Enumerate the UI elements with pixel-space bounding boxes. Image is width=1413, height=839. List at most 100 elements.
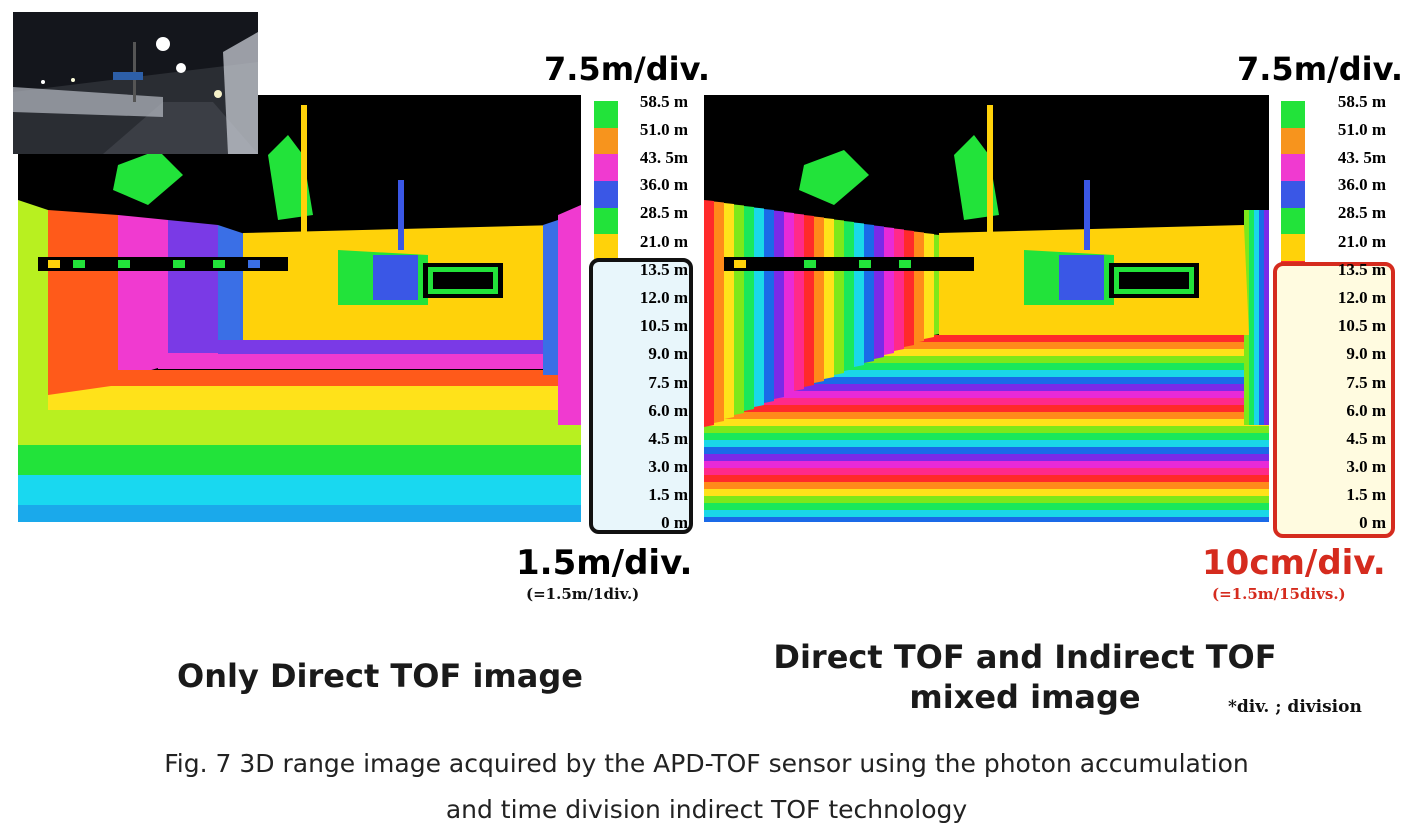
right-wall-band	[1264, 210, 1269, 425]
right-wall-band	[704, 200, 714, 427]
left-panel-title: Only Direct TOF image	[177, 657, 583, 695]
right-ground-band	[704, 363, 1269, 370]
right-scale-label: 6.0 m	[1346, 401, 1386, 420]
right-scale-label: 13.5 m	[1337, 260, 1386, 279]
right-ground-band	[704, 454, 1269, 461]
right-wall-band	[794, 213, 804, 391]
right-ground-band	[704, 447, 1269, 454]
left-scale-upper	[594, 101, 618, 262]
right-ground-band	[704, 433, 1269, 440]
left-scale-label: 28.5 m	[639, 203, 688, 222]
right-scale-label: 9.0 m	[1346, 344, 1386, 363]
right-scale-label: 0 m	[1359, 513, 1386, 532]
right-ground-band	[704, 461, 1269, 468]
right-ground-band	[704, 377, 1269, 384]
left-scale-upper-swatch	[594, 181, 618, 209]
right-wall-band	[724, 203, 734, 419]
right-wall-band	[834, 219, 844, 375]
left-bottom-scale-note: (=1.5m/1div.)	[526, 585, 640, 603]
right-range-image	[704, 95, 1269, 522]
right-scale-upper-swatch	[1281, 127, 1305, 155]
left-scale-labels: 58.5 m 51.0 m 43. 5m 36.0 m 28.5 m 21.0 m 13.5…	[618, 93, 690, 533]
left-scale-label: 0 m	[661, 513, 688, 532]
right-scale-upper-swatch	[1281, 181, 1305, 209]
right-scale-frame	[1273, 262, 1395, 538]
right-wall-band	[1259, 210, 1264, 425]
right-panel-title-line1: Direct TOF and Indirect TOF	[773, 638, 1277, 676]
left-scale-label: 43. 5m	[639, 148, 688, 167]
left-scale-label: 21.0 m	[639, 232, 688, 251]
right-scale-upper-swatch	[1281, 234, 1305, 262]
right-bottom-scale-note: (=1.5m/15divs.)	[1212, 585, 1346, 603]
right-wall-band	[814, 216, 824, 383]
left-scale-label: 12.0 m	[639, 288, 688, 307]
right-wall-band	[754, 207, 764, 407]
right-ground-band	[704, 349, 1269, 356]
right-wall-band	[924, 233, 934, 339]
right-scale-label: 21.0 m	[1337, 232, 1386, 251]
right-panel-title-line2: mixed image	[909, 678, 1141, 716]
left-scale-label: 58.5 m	[639, 92, 688, 111]
left-scale-label: 51.0 m	[639, 120, 688, 139]
right-scale-upper-swatch	[1281, 207, 1305, 235]
right-wall-band	[904, 230, 914, 347]
left-top-scale-label: 7.5m/div.	[544, 50, 710, 88]
right-scale-label: 7.5 m	[1346, 373, 1386, 392]
right-ground-band	[704, 356, 1269, 363]
right-scale-label: 4.5 m	[1346, 429, 1386, 448]
right-ground-band	[704, 440, 1269, 447]
right-scale-label: 36.0 m	[1337, 175, 1386, 194]
right-wall-band	[824, 218, 834, 379]
right-ground-band	[704, 412, 1269, 419]
left-scale-label: 36.0 m	[639, 175, 688, 194]
left-scale-label: 6.0 m	[648, 401, 688, 420]
right-scale-upper	[1281, 101, 1305, 262]
right-ground-band	[704, 503, 1269, 510]
right-scale-label: 12.0 m	[1337, 288, 1386, 307]
left-scale-label: 7.5 m	[648, 373, 688, 392]
right-wall-band	[1254, 210, 1259, 425]
right-wall-band	[864, 224, 874, 363]
right-scale-upper-swatch	[1281, 101, 1305, 129]
right-ground-band	[704, 391, 1269, 398]
right-ground-band	[704, 342, 1269, 349]
right-ground-band	[704, 335, 1269, 342]
right-ground-band	[704, 510, 1269, 517]
right-ground-band	[704, 468, 1269, 475]
right-wall-band	[734, 204, 744, 415]
right-wall-band	[1249, 210, 1254, 425]
left-scale-label: 1.5 m	[648, 485, 688, 504]
right-wall-band	[774, 210, 784, 399]
left-scale-upper-swatch	[594, 101, 618, 129]
right-scale-label: 28.5 m	[1337, 203, 1386, 222]
left-scale-label: 13.5 m	[639, 260, 688, 279]
right-wall-band	[874, 225, 884, 359]
right-ground-band	[704, 398, 1269, 405]
right-wall-band	[914, 231, 924, 343]
left-bottom-scale-label: 1.5m/div.	[516, 543, 693, 583]
footnote-division: *div. ; division	[1228, 697, 1362, 717]
right-ground-band	[704, 489, 1269, 496]
right-ground-band	[704, 496, 1269, 503]
right-ground-band	[704, 426, 1269, 433]
left-scale-label: 10.5 m	[639, 316, 688, 335]
right-ground-band	[704, 384, 1269, 391]
right-wall-band	[894, 228, 904, 351]
left-scale-upper-swatch	[594, 127, 618, 155]
left-scale-frame	[589, 258, 693, 534]
right-wall-band	[744, 206, 754, 411]
right-scale-label: 1.5 m	[1346, 485, 1386, 504]
right-scale-upper-swatch	[1281, 154, 1305, 182]
figure-caption-line1: Fig. 7 3D range image acquired by the AP…	[164, 749, 1249, 778]
right-ground-band	[704, 482, 1269, 489]
right-wall-band	[884, 227, 894, 355]
left-scale-upper-swatch	[594, 234, 618, 262]
right-ground-band	[704, 517, 1269, 522]
right-ground-band	[704, 370, 1269, 377]
night-photo-inset	[13, 12, 258, 154]
left-scale-label: 3.0 m	[648, 457, 688, 476]
left-scale-label: 9.0 m	[648, 344, 688, 363]
right-scale-label: 58.5 m	[1337, 92, 1386, 111]
right-scale-label: 51.0 m	[1337, 120, 1386, 139]
right-top-scale-label: 7.5m/div.	[1237, 50, 1403, 88]
